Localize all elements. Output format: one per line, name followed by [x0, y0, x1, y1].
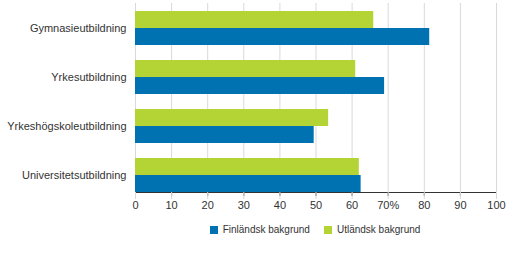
html-text:Utländsk bakgrund: Utländsk bakgrund [336, 224, 421, 235]
svg-text:70%: 70% [377, 199, 399, 211]
svg-text:100: 100 [487, 199, 505, 211]
svg-text:10: 10 [165, 199, 177, 211]
svg-text:Gymnasieutbildning: Gymnasieutbildning [30, 22, 127, 34]
svg-text:30: 30 [238, 199, 250, 211]
svg-text:Yrkeshögskoleutbildning: Yrkeshögskoleutbildning [7, 120, 126, 132]
svg-text:Yrkesutbildning: Yrkesutbildning [51, 71, 126, 83]
svg-text:40: 40 [274, 199, 286, 211]
html-text:Finländsk bakgrund: Finländsk bakgrund [222, 224, 310, 235]
svg-text:50: 50 [310, 199, 322, 211]
svg-text:90: 90 [454, 199, 466, 211]
svg-text:Universitetsutbildning: Universitetsutbildning [22, 169, 127, 181]
svg-text:60: 60 [346, 199, 358, 211]
svg-text:0: 0 [132, 199, 138, 211]
svg-text:80: 80 [418, 199, 430, 211]
svg-text:20: 20 [202, 199, 214, 211]
